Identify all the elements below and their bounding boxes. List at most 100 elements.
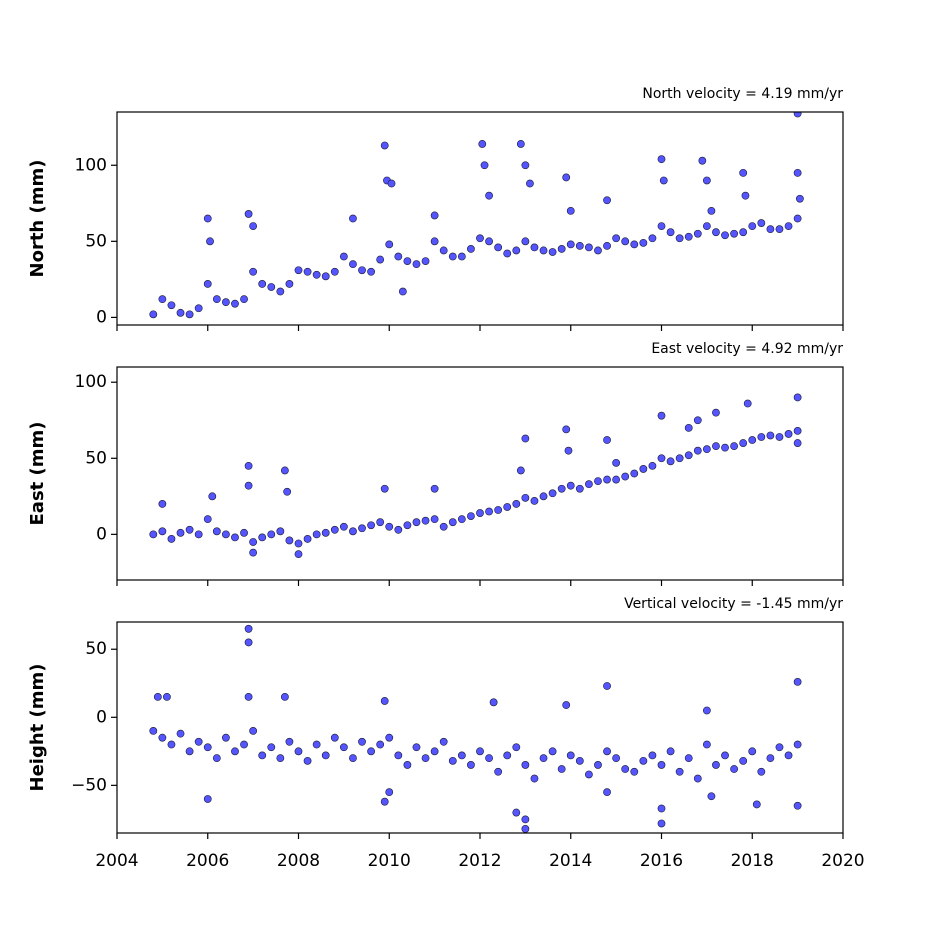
point bbox=[775, 743, 784, 752]
point bbox=[376, 740, 385, 749]
point bbox=[766, 431, 775, 440]
point bbox=[630, 469, 639, 478]
point bbox=[206, 237, 214, 246]
point bbox=[285, 280, 294, 288]
y-tick-label: −50 bbox=[71, 775, 107, 795]
point bbox=[421, 754, 430, 763]
point bbox=[339, 743, 348, 752]
point bbox=[330, 267, 339, 276]
point bbox=[603, 682, 611, 690]
point bbox=[303, 756, 312, 765]
point bbox=[548, 747, 557, 756]
point bbox=[149, 310, 158, 319]
point bbox=[358, 524, 366, 533]
point bbox=[294, 747, 303, 756]
axes-frame bbox=[116, 621, 844, 834]
point bbox=[167, 740, 176, 749]
point bbox=[566, 481, 575, 490]
point bbox=[430, 211, 439, 220]
point bbox=[748, 222, 757, 231]
point bbox=[267, 743, 276, 752]
point bbox=[494, 767, 503, 776]
point bbox=[158, 527, 167, 536]
point bbox=[575, 241, 584, 250]
point bbox=[294, 539, 303, 548]
point bbox=[330, 525, 339, 534]
point bbox=[603, 747, 611, 756]
point bbox=[194, 737, 203, 746]
point bbox=[194, 304, 203, 313]
point bbox=[358, 737, 366, 746]
point bbox=[221, 530, 230, 539]
point bbox=[194, 530, 203, 539]
point bbox=[612, 458, 621, 467]
point bbox=[702, 176, 711, 185]
point bbox=[349, 754, 357, 763]
point bbox=[612, 475, 621, 484]
point bbox=[294, 550, 303, 559]
point bbox=[376, 255, 385, 264]
point bbox=[721, 231, 729, 240]
point bbox=[267, 530, 276, 539]
point bbox=[285, 737, 294, 746]
point bbox=[659, 176, 668, 185]
x-tick-label: 2004 bbox=[95, 851, 138, 871]
point bbox=[702, 445, 711, 454]
point bbox=[276, 754, 285, 763]
point bbox=[512, 500, 521, 508]
point bbox=[430, 484, 439, 493]
point bbox=[521, 761, 530, 769]
point bbox=[684, 451, 693, 460]
annotation: North velocity = 4.19 mm/yr bbox=[642, 86, 843, 102]
point bbox=[203, 515, 212, 524]
point bbox=[603, 196, 611, 205]
point bbox=[412, 518, 421, 527]
point bbox=[430, 515, 439, 524]
point bbox=[684, 232, 693, 241]
point bbox=[283, 487, 292, 496]
point bbox=[548, 489, 557, 498]
point bbox=[539, 246, 548, 255]
point bbox=[412, 743, 421, 752]
point bbox=[367, 267, 375, 276]
point bbox=[707, 792, 716, 801]
point bbox=[380, 797, 389, 806]
y-tick-label: 0 bbox=[96, 524, 107, 544]
point bbox=[526, 179, 534, 188]
point bbox=[480, 161, 489, 170]
point bbox=[167, 301, 176, 310]
point bbox=[748, 747, 757, 756]
point bbox=[385, 788, 394, 797]
point bbox=[430, 747, 439, 756]
point bbox=[276, 527, 285, 536]
point bbox=[321, 528, 330, 537]
point bbox=[521, 493, 530, 502]
point bbox=[349, 260, 357, 269]
point bbox=[557, 765, 566, 773]
point bbox=[562, 701, 571, 709]
point bbox=[657, 454, 666, 463]
point bbox=[702, 740, 711, 749]
point bbox=[752, 800, 761, 809]
point bbox=[757, 219, 766, 227]
point bbox=[793, 112, 802, 118]
point bbox=[730, 442, 738, 451]
point bbox=[403, 761, 412, 769]
point bbox=[349, 214, 357, 223]
point bbox=[387, 179, 396, 188]
point bbox=[721, 751, 729, 760]
point bbox=[748, 436, 757, 444]
y-tick-label: 0 bbox=[96, 307, 107, 327]
point bbox=[439, 522, 448, 531]
point bbox=[485, 191, 493, 200]
point bbox=[448, 756, 457, 765]
x-tick-label: 2008 bbox=[277, 851, 320, 871]
point bbox=[394, 525, 403, 534]
point bbox=[621, 237, 630, 246]
point bbox=[439, 737, 448, 746]
point bbox=[566, 240, 575, 249]
point bbox=[594, 761, 602, 769]
point bbox=[303, 267, 312, 276]
point bbox=[657, 819, 666, 828]
point bbox=[367, 747, 375, 756]
